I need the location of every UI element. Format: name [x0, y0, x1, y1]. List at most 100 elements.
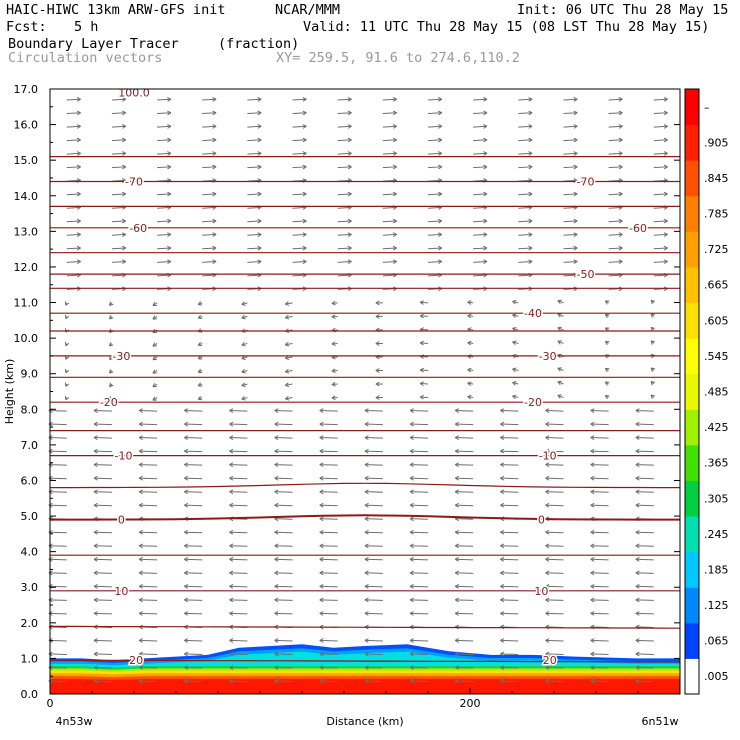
circulation-vector	[139, 491, 158, 493]
circulation-vector-head	[229, 557, 234, 562]
circulation-vector-head	[284, 341, 290, 347]
circulation-vector-head	[618, 124, 623, 129]
circulation-vector-head	[512, 340, 517, 346]
circulation-vector-head	[545, 489, 550, 495]
circulation-vector	[590, 680, 609, 683]
circulation-vector-head	[409, 489, 414, 495]
y-tick-label: 12.0	[14, 261, 39, 274]
circulation-vector	[563, 260, 578, 263]
circulation-vector-head	[409, 543, 414, 549]
circulation-vector-head	[229, 448, 234, 454]
circulation-vector-head	[364, 502, 369, 508]
contour-label: 0	[118, 514, 125, 527]
y-tick-label: 16.0	[14, 119, 39, 132]
circulation-vector-head	[467, 340, 472, 346]
circulation-vector	[518, 206, 533, 209]
circulation-vector	[319, 585, 338, 588]
circulation-vector	[229, 545, 248, 547]
circulation-vector-head	[635, 570, 640, 576]
circulation-vector	[337, 139, 352, 142]
circulation-vector	[382, 166, 397, 169]
circulation-vector	[292, 166, 307, 169]
circulation-vector	[111, 220, 126, 223]
circulation-vector-head	[109, 342, 114, 347]
colorbar-swatch	[685, 587, 699, 624]
circulation-vector	[247, 260, 262, 263]
circulation-vector-head	[364, 421, 369, 427]
circulation-vector	[563, 247, 578, 250]
init-time: Init: 06 UTC Thu 28 May 15	[517, 2, 729, 18]
circulation-vector-head	[545, 448, 550, 454]
circulation-vector	[229, 437, 248, 439]
circulation-vector-head	[212, 97, 217, 102]
circulation-vector-head	[319, 611, 324, 616]
circulation-vector-head	[500, 489, 505, 495]
circulation-vector	[500, 572, 519, 574]
colorbar-swatch	[685, 551, 699, 588]
circulation-vector	[48, 504, 67, 507]
circulation-vector	[545, 572, 564, 574]
circulation-vector	[66, 152, 81, 155]
circulation-vector	[202, 125, 217, 128]
circulation-vector-head	[409, 435, 414, 441]
circulation-vector	[653, 247, 668, 250]
circulation-vector-head	[121, 245, 127, 251]
circulation-vector	[139, 423, 158, 426]
circulation-vector	[545, 409, 564, 412]
circulation-vector	[410, 504, 429, 507]
circulation-vector-head	[184, 584, 189, 589]
circulation-vector	[229, 464, 248, 466]
circulation-vector-head	[545, 543, 550, 549]
circulation-vector-head	[109, 382, 114, 388]
circulation-vector-head	[483, 259, 488, 265]
circulation-vector	[473, 193, 488, 196]
circulation-vector-head	[212, 137, 217, 143]
circulation-vector-head	[364, 678, 369, 684]
circulation-vector	[48, 558, 67, 561]
circulation-vector	[319, 531, 338, 534]
circulation-vector-head	[604, 368, 610, 373]
circulation-vector	[563, 98, 578, 101]
circulation-vector	[410, 680, 429, 683]
circulation-vector	[93, 545, 112, 547]
circulation-vector	[319, 450, 338, 453]
circulation-vector	[66, 260, 81, 263]
contour-label: -40	[524, 307, 542, 320]
circulation-vector-head	[635, 489, 640, 495]
circulation-vector-head	[64, 301, 70, 306]
circulation-vector-head	[618, 110, 623, 116]
circulation-vector	[139, 464, 158, 466]
circulation-vector-head	[257, 151, 262, 156]
circulation-vector-head	[197, 382, 203, 387]
circulation-vector-head	[663, 245, 668, 251]
circulation-vector	[455, 599, 474, 601]
circulation-vector-head	[274, 448, 279, 454]
circulation-vector-head	[364, 475, 369, 481]
circulation-vector	[93, 531, 112, 534]
circulation-vector-head	[438, 164, 443, 170]
circulation-vector	[455, 409, 474, 412]
circulation-vector	[285, 342, 293, 346]
circulation-vector-head	[409, 665, 414, 670]
circulation-vector	[229, 558, 248, 561]
circulation-vector-head	[635, 435, 640, 441]
circulation-vector	[292, 274, 307, 277]
circulation-vector-head	[557, 380, 562, 386]
circulation-vector-head	[409, 448, 414, 454]
circulation-vector-head	[438, 124, 443, 129]
circulation-vector-head	[635, 638, 640, 643]
circulation-vector-head	[257, 191, 262, 197]
circulation-vector	[590, 437, 609, 439]
circulation-vector-head	[573, 97, 578, 102]
circulation-vector	[420, 382, 429, 385]
circulation-vector	[319, 666, 338, 669]
circulation-vector	[590, 545, 609, 547]
circulation-vector	[518, 166, 533, 169]
circulation-vector-head	[302, 137, 307, 143]
circulation-vector-head	[76, 110, 81, 116]
circulation-vector-head	[284, 382, 290, 388]
circulation-vector	[563, 125, 578, 128]
circulation-vector	[455, 558, 474, 561]
colorbar-label: .425	[704, 421, 729, 434]
circulation-vector-head	[454, 462, 460, 468]
